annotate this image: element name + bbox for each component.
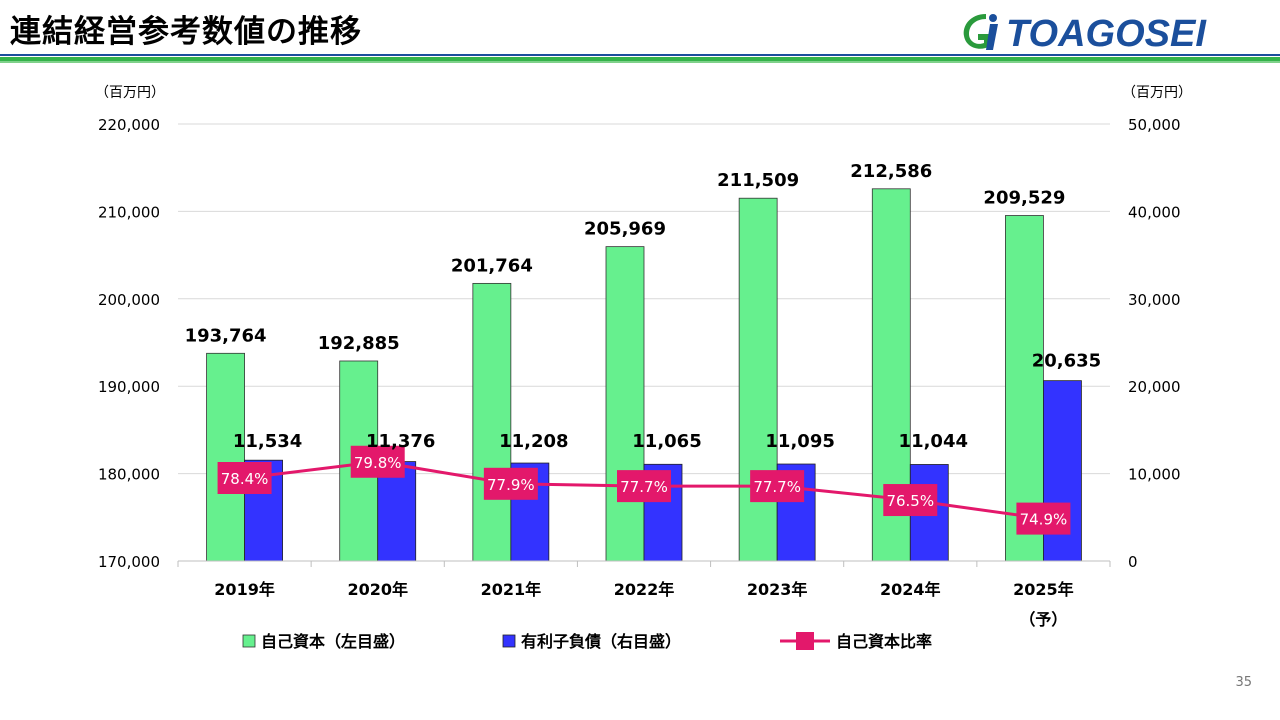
equity-data-label: 209,529 xyxy=(983,188,1065,209)
right-axis-tick-label: 30,000 xyxy=(1128,291,1181,309)
legend-debt-swatch xyxy=(502,634,516,648)
x-axis-category-label: 2022年 xyxy=(614,580,675,599)
ratio-marker xyxy=(750,470,805,503)
debt-data-label: 11,376 xyxy=(366,431,435,452)
x-axis-category-label: 2023年 xyxy=(747,580,808,599)
ratio-data-label: 79.8% xyxy=(354,454,402,472)
ratio-marker xyxy=(1016,502,1071,535)
x-axis-category-label: 2024年 xyxy=(880,580,941,599)
equity-bar xyxy=(472,282,512,562)
right-axis-unit: （百万円） xyxy=(1122,85,1192,101)
legend-ratio-label: 自己資本比率 xyxy=(836,632,932,651)
equity-bar xyxy=(605,246,645,562)
debt-data-label: 11,065 xyxy=(632,431,701,452)
ratio-marker xyxy=(883,484,938,517)
left-axis-unit: （百万円） xyxy=(95,85,165,101)
ratio-data-label: 77.7% xyxy=(753,478,801,496)
ratio-data-label: 77.7% xyxy=(620,478,668,496)
debt-data-label: 20,635 xyxy=(1032,351,1101,372)
ratio-marker xyxy=(617,470,671,503)
logo-mark-icon xyxy=(963,14,998,50)
equity-bar xyxy=(738,197,778,562)
x-axis-category-label: 2025年 xyxy=(1013,580,1074,599)
ratio-data-label: 78.4% xyxy=(221,470,269,488)
equity-data-label: 193,764 xyxy=(185,325,267,346)
right-axis-tick-label: 0 xyxy=(1128,553,1138,571)
header-rule-accent xyxy=(0,57,1280,61)
debt-data-label: 11,044 xyxy=(899,431,968,452)
header-rule-accent-light xyxy=(0,61,1280,63)
ratio-data-label: 77.9% xyxy=(487,476,535,494)
page-title: 連結経営参考数値の推移 xyxy=(10,14,362,50)
left-axis-tick-label: 170,000 xyxy=(98,553,160,571)
logo-text: TOAGOSEI xyxy=(1006,13,1207,55)
left-axis-tick-label: 220,000 xyxy=(98,116,160,134)
page-number: 35 xyxy=(1235,675,1252,690)
equity-data-label: 205,969 xyxy=(584,219,666,240)
equity-data-label: 212,586 xyxy=(850,161,932,182)
right-axis-tick-label: 20,000 xyxy=(1128,378,1181,396)
x-axis-category-label: 2019年 xyxy=(214,580,275,599)
debt-bar xyxy=(377,461,417,562)
equity-data-label: 192,885 xyxy=(318,333,400,354)
company-logo: TOAGOSEI xyxy=(963,13,1207,55)
header-rule xyxy=(0,54,1280,56)
debt-data-label: 11,534 xyxy=(233,431,302,452)
legend-equity-label: 自己資本（左目盛） xyxy=(261,632,405,651)
right-axis-tick-label: 10,000 xyxy=(1128,466,1181,484)
ratio-marker xyxy=(217,462,272,494)
legend-debt-label: 有利子負債（右目盛） xyxy=(521,632,681,651)
x-axis-category-note: （予） xyxy=(1019,610,1067,629)
right-axis-tick-label: 50,000 xyxy=(1128,116,1181,134)
x-axis-category-label: 2021年 xyxy=(481,580,542,599)
debt-data-label: 11,095 xyxy=(765,431,834,452)
ratio-marker xyxy=(350,445,405,478)
debt-data-label: 11,208 xyxy=(499,431,568,452)
ratio-data-label: 74.9% xyxy=(1020,511,1068,529)
equity-bar xyxy=(206,352,245,562)
legend-ratio-swatch xyxy=(796,632,814,650)
equity-data-label: 201,764 xyxy=(451,255,533,276)
equity-data-label: 211,509 xyxy=(717,170,799,191)
ratio-marker xyxy=(483,467,538,500)
ratio-data-label: 76.5% xyxy=(886,492,934,510)
left-axis-tick-label: 200,000 xyxy=(98,291,160,309)
legend-equity-swatch xyxy=(242,634,256,648)
left-axis-tick-label: 190,000 xyxy=(98,378,160,396)
left-axis-tick-label: 210,000 xyxy=(98,203,160,221)
x-axis-category-label: 2020年 xyxy=(347,580,408,599)
right-axis-tick-label: 40,000 xyxy=(1128,203,1181,221)
left-axis-tick-label: 180,000 xyxy=(98,466,160,484)
